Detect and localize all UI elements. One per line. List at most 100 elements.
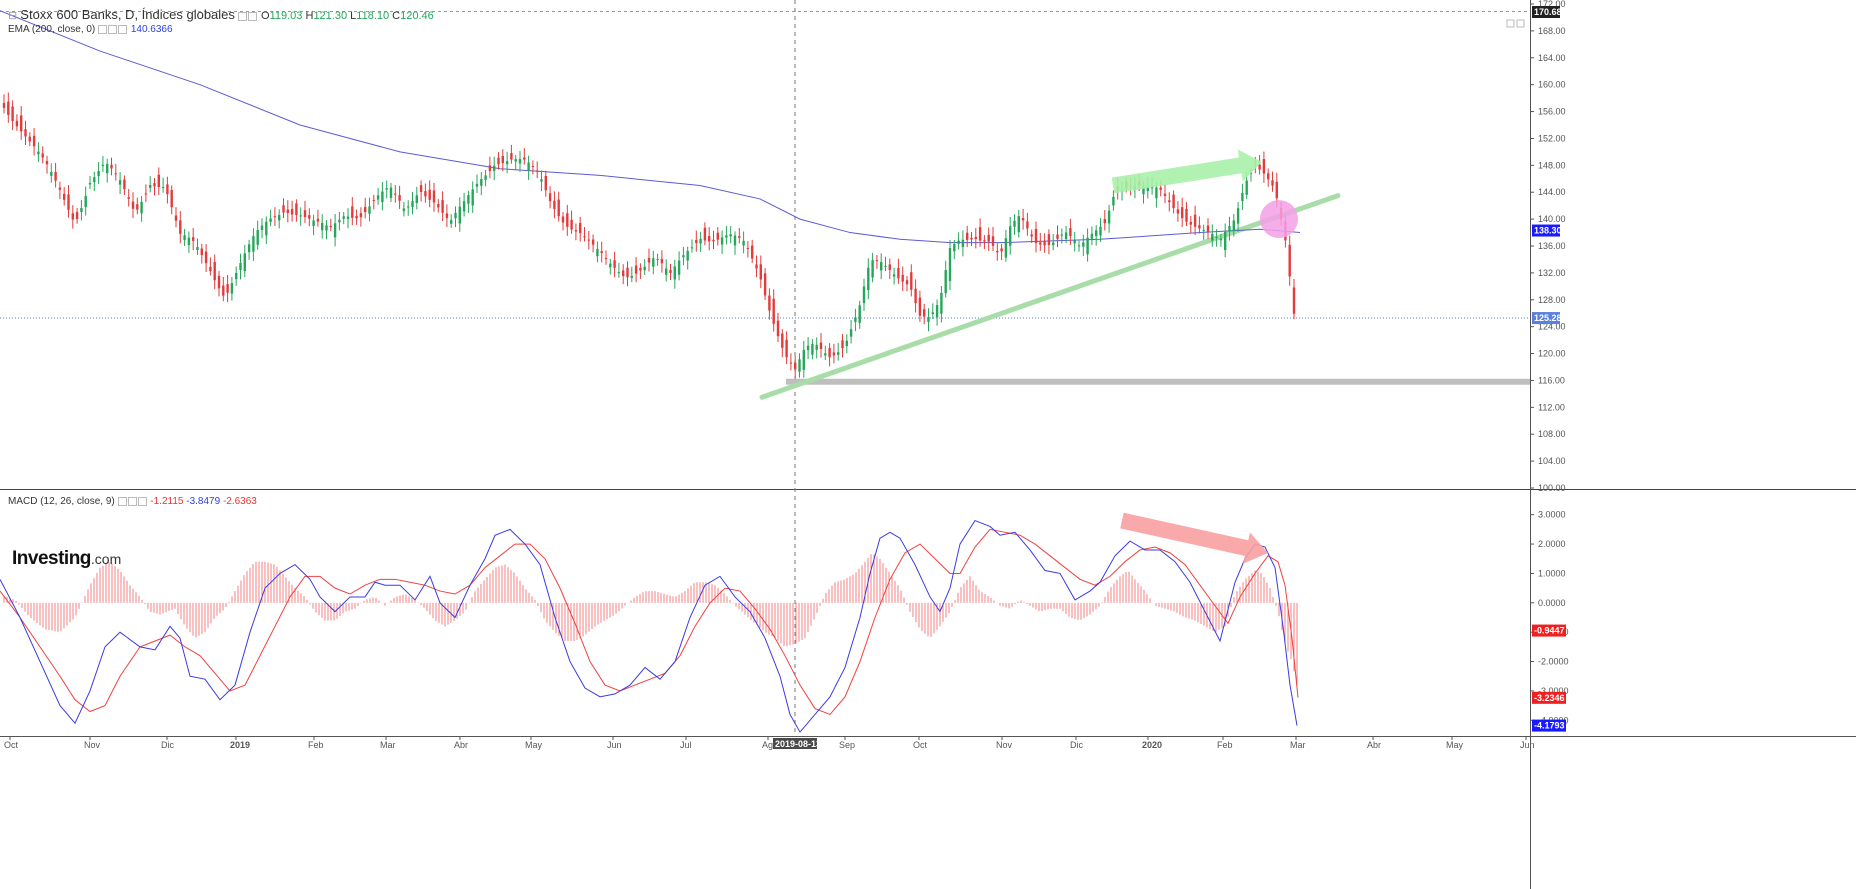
- candle-body: [398, 195, 401, 201]
- ema-legend: EMA (200, close, 0) 140.6366: [8, 24, 173, 35]
- candle-body: [815, 344, 818, 350]
- candle-body: [1249, 172, 1253, 174]
- candle-body: [329, 225, 332, 228]
- candle-body: [45, 161, 49, 165]
- highlight-circle: [1260, 200, 1298, 239]
- candle-body: [781, 333, 784, 348]
- ema-legend-buttons[interactable]: [98, 24, 128, 35]
- candle-body: [931, 312, 934, 315]
- candle-body: [613, 260, 616, 268]
- candle-body: [553, 200, 556, 209]
- low-value: 118.10: [356, 10, 390, 22]
- cursor-date-box: [773, 738, 817, 749]
- candle-body: [699, 238, 702, 244]
- candle-body: [837, 352, 840, 355]
- candle-body: [991, 236, 995, 246]
- price-label-box: [1532, 224, 1560, 237]
- candle-body: [1215, 236, 1218, 238]
- candle-body: [428, 189, 431, 200]
- candle-body: [364, 206, 367, 213]
- price-tick-label: 168.00: [1538, 26, 1566, 36]
- candle-body: [265, 221, 268, 236]
- symbol-title: Stoxx 600 Banks, D, Índices globales: [20, 7, 235, 22]
- time-tick-label: Oct: [913, 740, 928, 750]
- candle-body: [548, 193, 552, 202]
- candle-body: [93, 177, 96, 183]
- candle-body: [953, 244, 956, 252]
- candle-body: [1004, 238, 1008, 258]
- candle-body: [914, 288, 917, 304]
- candle-body: [712, 239, 715, 242]
- candle-body: [136, 204, 139, 210]
- time-tick-label: Dic: [1070, 740, 1083, 750]
- macd-label-signal: -3.2346: [1534, 693, 1565, 703]
- candle-body: [385, 188, 388, 190]
- candle-body: [450, 220, 453, 224]
- candle-body: [28, 136, 31, 142]
- price-label-box: [1532, 312, 1560, 325]
- collapse-icon[interactable]: ⊟: [8, 10, 18, 22]
- price-tick-label: 116.00: [1538, 375, 1565, 385]
- candle-body: [970, 237, 973, 240]
- candle-body: [1030, 234, 1033, 237]
- macd-label-macd: -4.1793: [1534, 721, 1565, 731]
- candle-body: [204, 251, 208, 264]
- candle-body: [1185, 208, 1188, 222]
- candle-body: [118, 180, 122, 185]
- pane-maximize-icon: [1506, 19, 1515, 28]
- price-tick-label: 100.00: [1538, 483, 1566, 493]
- candle-body: [325, 225, 328, 231]
- price-tick-label: 104.00: [1538, 456, 1566, 466]
- time-tick-label: Oct: [4, 740, 19, 750]
- candle-body: [454, 212, 457, 219]
- candle-body: [884, 265, 887, 267]
- candle-body: [626, 267, 629, 278]
- candle-body: [510, 153, 513, 160]
- candle-body: [583, 236, 586, 238]
- candle-body: [905, 280, 909, 285]
- candle-body: [634, 265, 638, 274]
- candle-body: [518, 159, 522, 164]
- legend-buttons[interactable]: [237, 10, 258, 22]
- candle-body: [1224, 231, 1227, 251]
- candle-body: [677, 260, 681, 275]
- trendline: [759, 193, 1341, 400]
- investing-logo: Investing.com: [12, 548, 122, 569]
- candle-body: [497, 157, 500, 165]
- candle-body: [725, 235, 728, 238]
- candle-body: [376, 195, 380, 200]
- candle-body: [768, 295, 771, 311]
- candle-body: [67, 194, 70, 210]
- macd-tick-label: -2.0000: [1538, 657, 1569, 667]
- candle-body: [832, 352, 836, 356]
- macd-label-box: [1532, 624, 1566, 637]
- candle-body: [609, 263, 612, 268]
- candle-body: [282, 205, 285, 213]
- candle-body: [918, 297, 922, 316]
- candle-body: [854, 317, 857, 322]
- macd-legend-buttons[interactable]: [117, 496, 148, 507]
- candle-body: [1000, 248, 1003, 252]
- candle-body: [381, 191, 384, 203]
- candle-body: [432, 190, 436, 203]
- price-label-last: 125.28: [1534, 313, 1562, 323]
- candle-body: [772, 298, 775, 324]
- candle-body: [690, 247, 694, 249]
- time-tick-label: Dic: [161, 740, 174, 750]
- candle-body: [1288, 244, 1291, 277]
- candle-body: [441, 200, 444, 213]
- candle-body: [862, 286, 866, 304]
- candle-body: [114, 173, 117, 175]
- candle-body: [871, 260, 874, 278]
- price-tick-label: 172.00: [1538, 0, 1566, 9]
- price-tick-label: 148.00: [1538, 160, 1566, 170]
- candle-body: [1181, 207, 1184, 219]
- candle-body: [1168, 200, 1171, 203]
- time-tick-label: Mar: [1290, 740, 1306, 750]
- candle-body: [368, 206, 371, 214]
- candle-body: [63, 193, 66, 200]
- candle-body: [1107, 210, 1111, 224]
- candle-body: [88, 183, 92, 185]
